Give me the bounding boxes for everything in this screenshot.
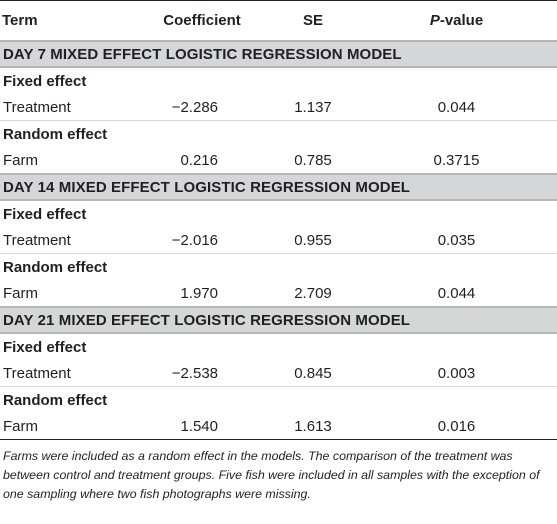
header-p-suffix: -value xyxy=(439,12,484,29)
subhead-random-effect: Random effect xyxy=(0,387,557,414)
subhead-label: Fixed effect xyxy=(3,72,87,90)
cell-coefficient: −2.286 xyxy=(134,94,270,121)
table-footnote: Farms were included as a random effect i… xyxy=(3,449,540,501)
cell-term: Treatment xyxy=(0,360,134,387)
table-row: Treatment −2.016 0.955 0.035 xyxy=(0,227,557,254)
cell-term: Treatment xyxy=(0,94,134,121)
cell-p-value: 0.3715 xyxy=(356,147,557,175)
cell-p-value: 0.003 xyxy=(356,360,557,387)
header-coefficient: Coefficient xyxy=(134,0,270,41)
regression-table: Term Coefficient SE P-value DAY 7 MIXED … xyxy=(0,0,557,440)
cell-term: Farm xyxy=(0,413,134,440)
cell-se: 2.709 xyxy=(270,280,356,308)
table-row: Farm 1.970 2.709 0.044 xyxy=(0,280,557,308)
table-row: Farm 0.216 0.785 0.3715 xyxy=(0,147,557,175)
subhead-fixed-effect: Fixed effect xyxy=(0,200,557,227)
section-title: DAY 21 MIXED EFFECT LOGISTIC REGRESSION … xyxy=(0,306,557,334)
cell-coefficient: −2.538 xyxy=(134,360,270,387)
subhead-label: Random effect xyxy=(3,258,108,276)
cell-p-value: 0.044 xyxy=(356,94,557,121)
subhead-label: Random effect xyxy=(3,125,108,143)
header-p-value: P-value xyxy=(356,0,557,41)
cell-coefficient: −2.016 xyxy=(134,227,270,254)
header-row: Term Coefficient SE P-value xyxy=(0,0,557,41)
subhead-random-effect: Random effect xyxy=(0,254,557,281)
cell-term: Farm xyxy=(0,280,134,308)
section-header-day21: DAY 21 MIXED EFFECT LOGISTIC REGRESSION … xyxy=(0,306,557,334)
section-title: DAY 14 MIXED EFFECT LOGISTIC REGRESSION … xyxy=(0,173,557,201)
table-row: Farm 1.540 1.613 0.016 xyxy=(0,413,557,440)
section-header-day14: DAY 14 MIXED EFFECT LOGISTIC REGRESSION … xyxy=(0,173,557,201)
cell-se: 1.137 xyxy=(270,94,356,121)
cell-coefficient: 0.216 xyxy=(134,147,270,175)
regression-table-container: Term Coefficient SE P-value DAY 7 MIXED … xyxy=(0,0,557,501)
cell-se: 0.955 xyxy=(270,227,356,254)
cell-coefficient: 1.970 xyxy=(134,280,270,308)
header-p-letter: P xyxy=(429,12,440,29)
header-se: SE xyxy=(270,0,356,41)
subhead-label: Fixed effect xyxy=(3,338,87,356)
cell-term: Treatment xyxy=(0,227,134,254)
section-header-day7: DAY 7 MIXED EFFECT LOGISTIC REGRESSION M… xyxy=(0,40,557,68)
cell-se: 0.845 xyxy=(270,360,356,387)
cell-p-value: 0.016 xyxy=(356,413,557,440)
subhead-fixed-effect: Fixed effect xyxy=(0,333,557,360)
section-title: DAY 7 MIXED EFFECT LOGISTIC REGRESSION M… xyxy=(0,40,557,68)
subhead-label: Fixed effect xyxy=(3,205,87,223)
cell-p-value: 0.035 xyxy=(356,227,557,254)
table-row: Treatment −2.538 0.845 0.003 xyxy=(0,360,557,387)
cell-se: 0.785 xyxy=(270,147,356,175)
cell-p-value: 0.044 xyxy=(356,280,557,308)
header-term: Term xyxy=(0,0,134,41)
cell-term: Farm xyxy=(0,147,134,175)
subhead-fixed-effect: Fixed effect xyxy=(0,67,557,94)
subhead-label: Random effect xyxy=(3,391,108,409)
subhead-random-effect: Random effect xyxy=(0,121,557,148)
cell-se: 1.613 xyxy=(270,413,356,440)
table-row: Treatment −2.286 1.137 0.044 xyxy=(0,94,557,121)
cell-coefficient: 1.540 xyxy=(134,413,270,440)
